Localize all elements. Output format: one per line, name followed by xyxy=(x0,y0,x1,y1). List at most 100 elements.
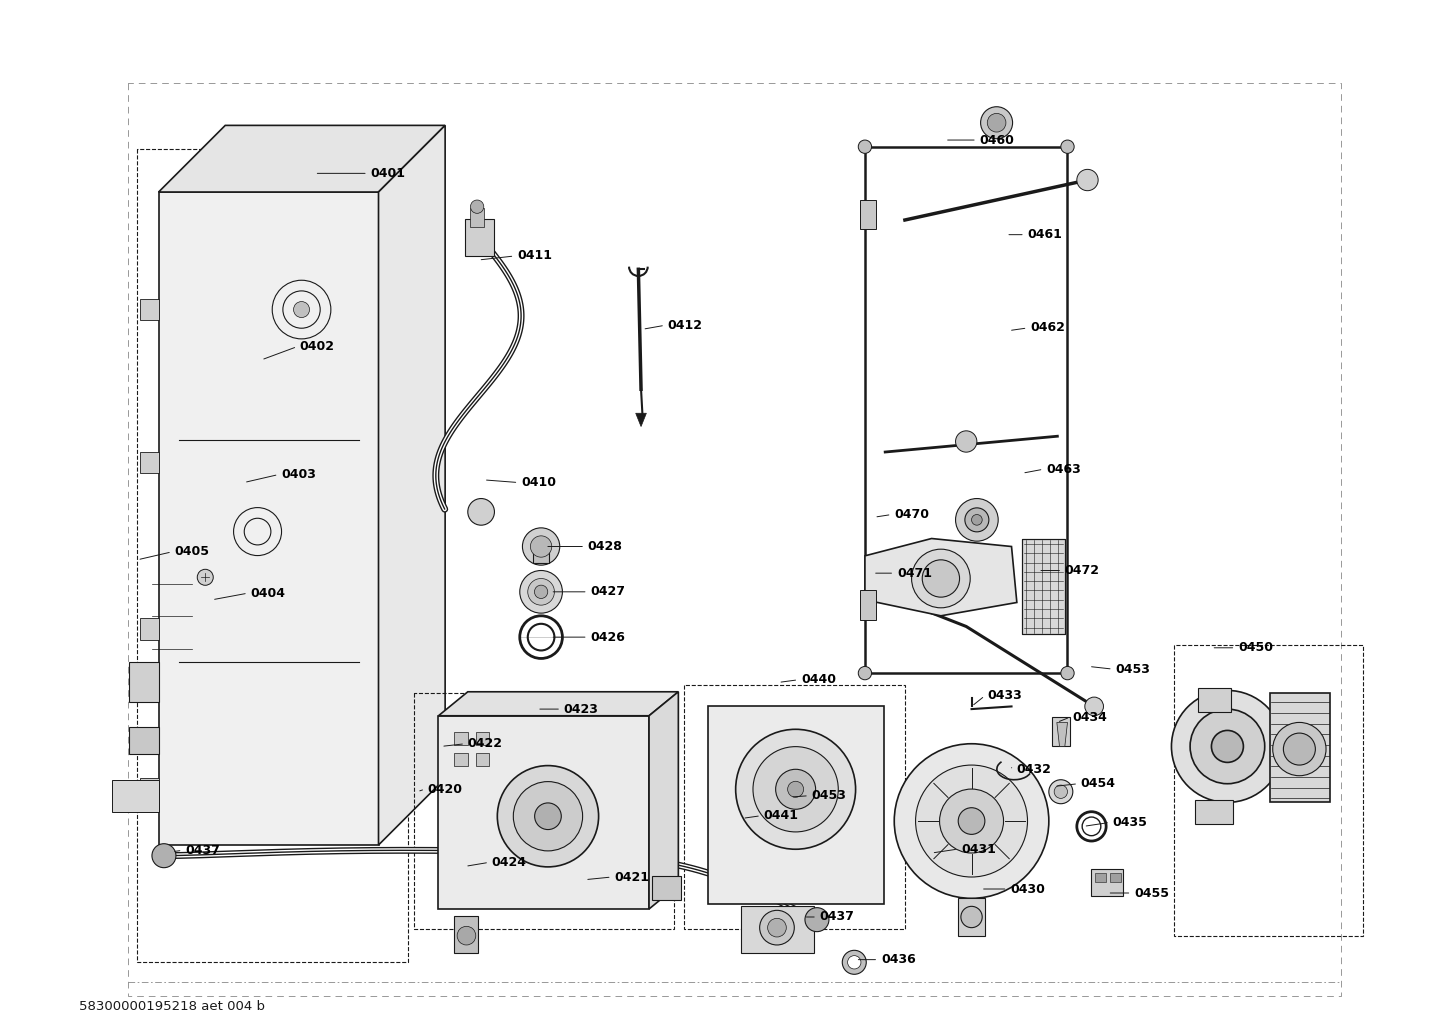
Polygon shape xyxy=(708,706,884,904)
Circle shape xyxy=(842,951,867,974)
Circle shape xyxy=(787,782,803,797)
Circle shape xyxy=(467,498,495,525)
Polygon shape xyxy=(1057,722,1067,746)
Circle shape xyxy=(753,747,838,832)
Circle shape xyxy=(1273,722,1327,775)
Text: 0422: 0422 xyxy=(467,737,503,750)
Bar xyxy=(859,590,875,620)
Circle shape xyxy=(535,803,561,829)
Circle shape xyxy=(988,113,1007,132)
Circle shape xyxy=(1283,733,1315,765)
Text: 0423: 0423 xyxy=(564,702,598,715)
Polygon shape xyxy=(438,715,649,909)
Bar xyxy=(859,200,875,229)
Circle shape xyxy=(528,624,554,650)
Text: 0463: 0463 xyxy=(1047,463,1082,476)
Bar xyxy=(454,753,467,766)
Text: 0403: 0403 xyxy=(281,468,316,481)
Text: 0441: 0441 xyxy=(764,809,799,822)
Text: 0440: 0440 xyxy=(800,674,836,686)
Bar xyxy=(1092,869,1123,896)
Text: 0426: 0426 xyxy=(590,631,626,644)
Polygon shape xyxy=(378,125,446,845)
Circle shape xyxy=(457,926,476,945)
Text: 0411: 0411 xyxy=(518,250,552,263)
Circle shape xyxy=(959,808,985,835)
Bar xyxy=(1022,538,1064,635)
Circle shape xyxy=(1054,785,1067,798)
Text: 0471: 0471 xyxy=(897,567,932,580)
Text: 0450: 0450 xyxy=(1239,641,1273,654)
Circle shape xyxy=(1171,691,1283,802)
Text: 0402: 0402 xyxy=(300,340,335,354)
Polygon shape xyxy=(438,692,678,715)
Text: 0430: 0430 xyxy=(1011,882,1045,896)
Circle shape xyxy=(513,782,583,851)
Text: 0428: 0428 xyxy=(588,540,623,553)
Bar xyxy=(1195,800,1233,823)
Text: 0427: 0427 xyxy=(590,585,626,598)
Polygon shape xyxy=(865,538,1017,615)
Text: 0421: 0421 xyxy=(614,870,649,883)
Circle shape xyxy=(760,910,795,945)
Bar xyxy=(466,219,495,256)
Circle shape xyxy=(198,570,213,585)
Text: 0431: 0431 xyxy=(960,843,996,856)
Text: 0424: 0424 xyxy=(492,856,526,869)
Text: 0454: 0454 xyxy=(1082,777,1116,790)
Circle shape xyxy=(848,956,861,969)
Circle shape xyxy=(940,789,1004,853)
Circle shape xyxy=(1061,140,1074,154)
Text: 0436: 0436 xyxy=(881,953,916,966)
Circle shape xyxy=(956,498,998,541)
Circle shape xyxy=(858,666,871,680)
Bar xyxy=(130,728,159,754)
Circle shape xyxy=(911,549,970,607)
Bar xyxy=(1110,873,1120,882)
Bar xyxy=(454,732,467,745)
Circle shape xyxy=(956,431,976,452)
Circle shape xyxy=(776,769,816,809)
Circle shape xyxy=(1077,169,1099,191)
Circle shape xyxy=(858,140,871,154)
Text: 0455: 0455 xyxy=(1133,887,1169,900)
Bar xyxy=(1198,688,1231,711)
Bar xyxy=(140,619,159,640)
Polygon shape xyxy=(159,125,446,192)
Circle shape xyxy=(735,730,855,849)
Text: 58300000195218 aet 004 b: 58300000195218 aet 004 b xyxy=(79,1000,265,1013)
Text: 0461: 0461 xyxy=(1028,228,1063,242)
Bar xyxy=(476,753,489,766)
Text: 0437: 0437 xyxy=(819,911,855,923)
Text: 0420: 0420 xyxy=(428,783,463,796)
Bar xyxy=(652,875,681,900)
Circle shape xyxy=(805,908,829,931)
Text: 0432: 0432 xyxy=(1017,762,1051,775)
Circle shape xyxy=(1190,709,1265,784)
Circle shape xyxy=(960,906,982,927)
Circle shape xyxy=(894,744,1048,899)
Circle shape xyxy=(151,844,176,868)
Polygon shape xyxy=(112,780,159,812)
Circle shape xyxy=(535,585,548,598)
Circle shape xyxy=(497,765,598,867)
Text: 0404: 0404 xyxy=(251,587,286,599)
Circle shape xyxy=(522,528,559,566)
Text: 0405: 0405 xyxy=(174,545,209,558)
Text: 0462: 0462 xyxy=(1030,321,1066,334)
Text: 0472: 0472 xyxy=(1064,564,1100,577)
Circle shape xyxy=(767,918,786,937)
Circle shape xyxy=(1061,666,1074,680)
Circle shape xyxy=(916,765,1028,877)
Text: 0437: 0437 xyxy=(185,844,221,857)
Circle shape xyxy=(519,615,562,658)
Bar xyxy=(470,208,483,226)
Bar xyxy=(959,899,985,935)
Bar xyxy=(140,299,159,320)
Bar xyxy=(534,546,549,562)
Text: 0453: 0453 xyxy=(1116,662,1151,676)
Polygon shape xyxy=(636,414,646,427)
Text: 0470: 0470 xyxy=(894,508,929,521)
Text: 0453: 0453 xyxy=(812,790,846,802)
Circle shape xyxy=(1048,780,1073,804)
